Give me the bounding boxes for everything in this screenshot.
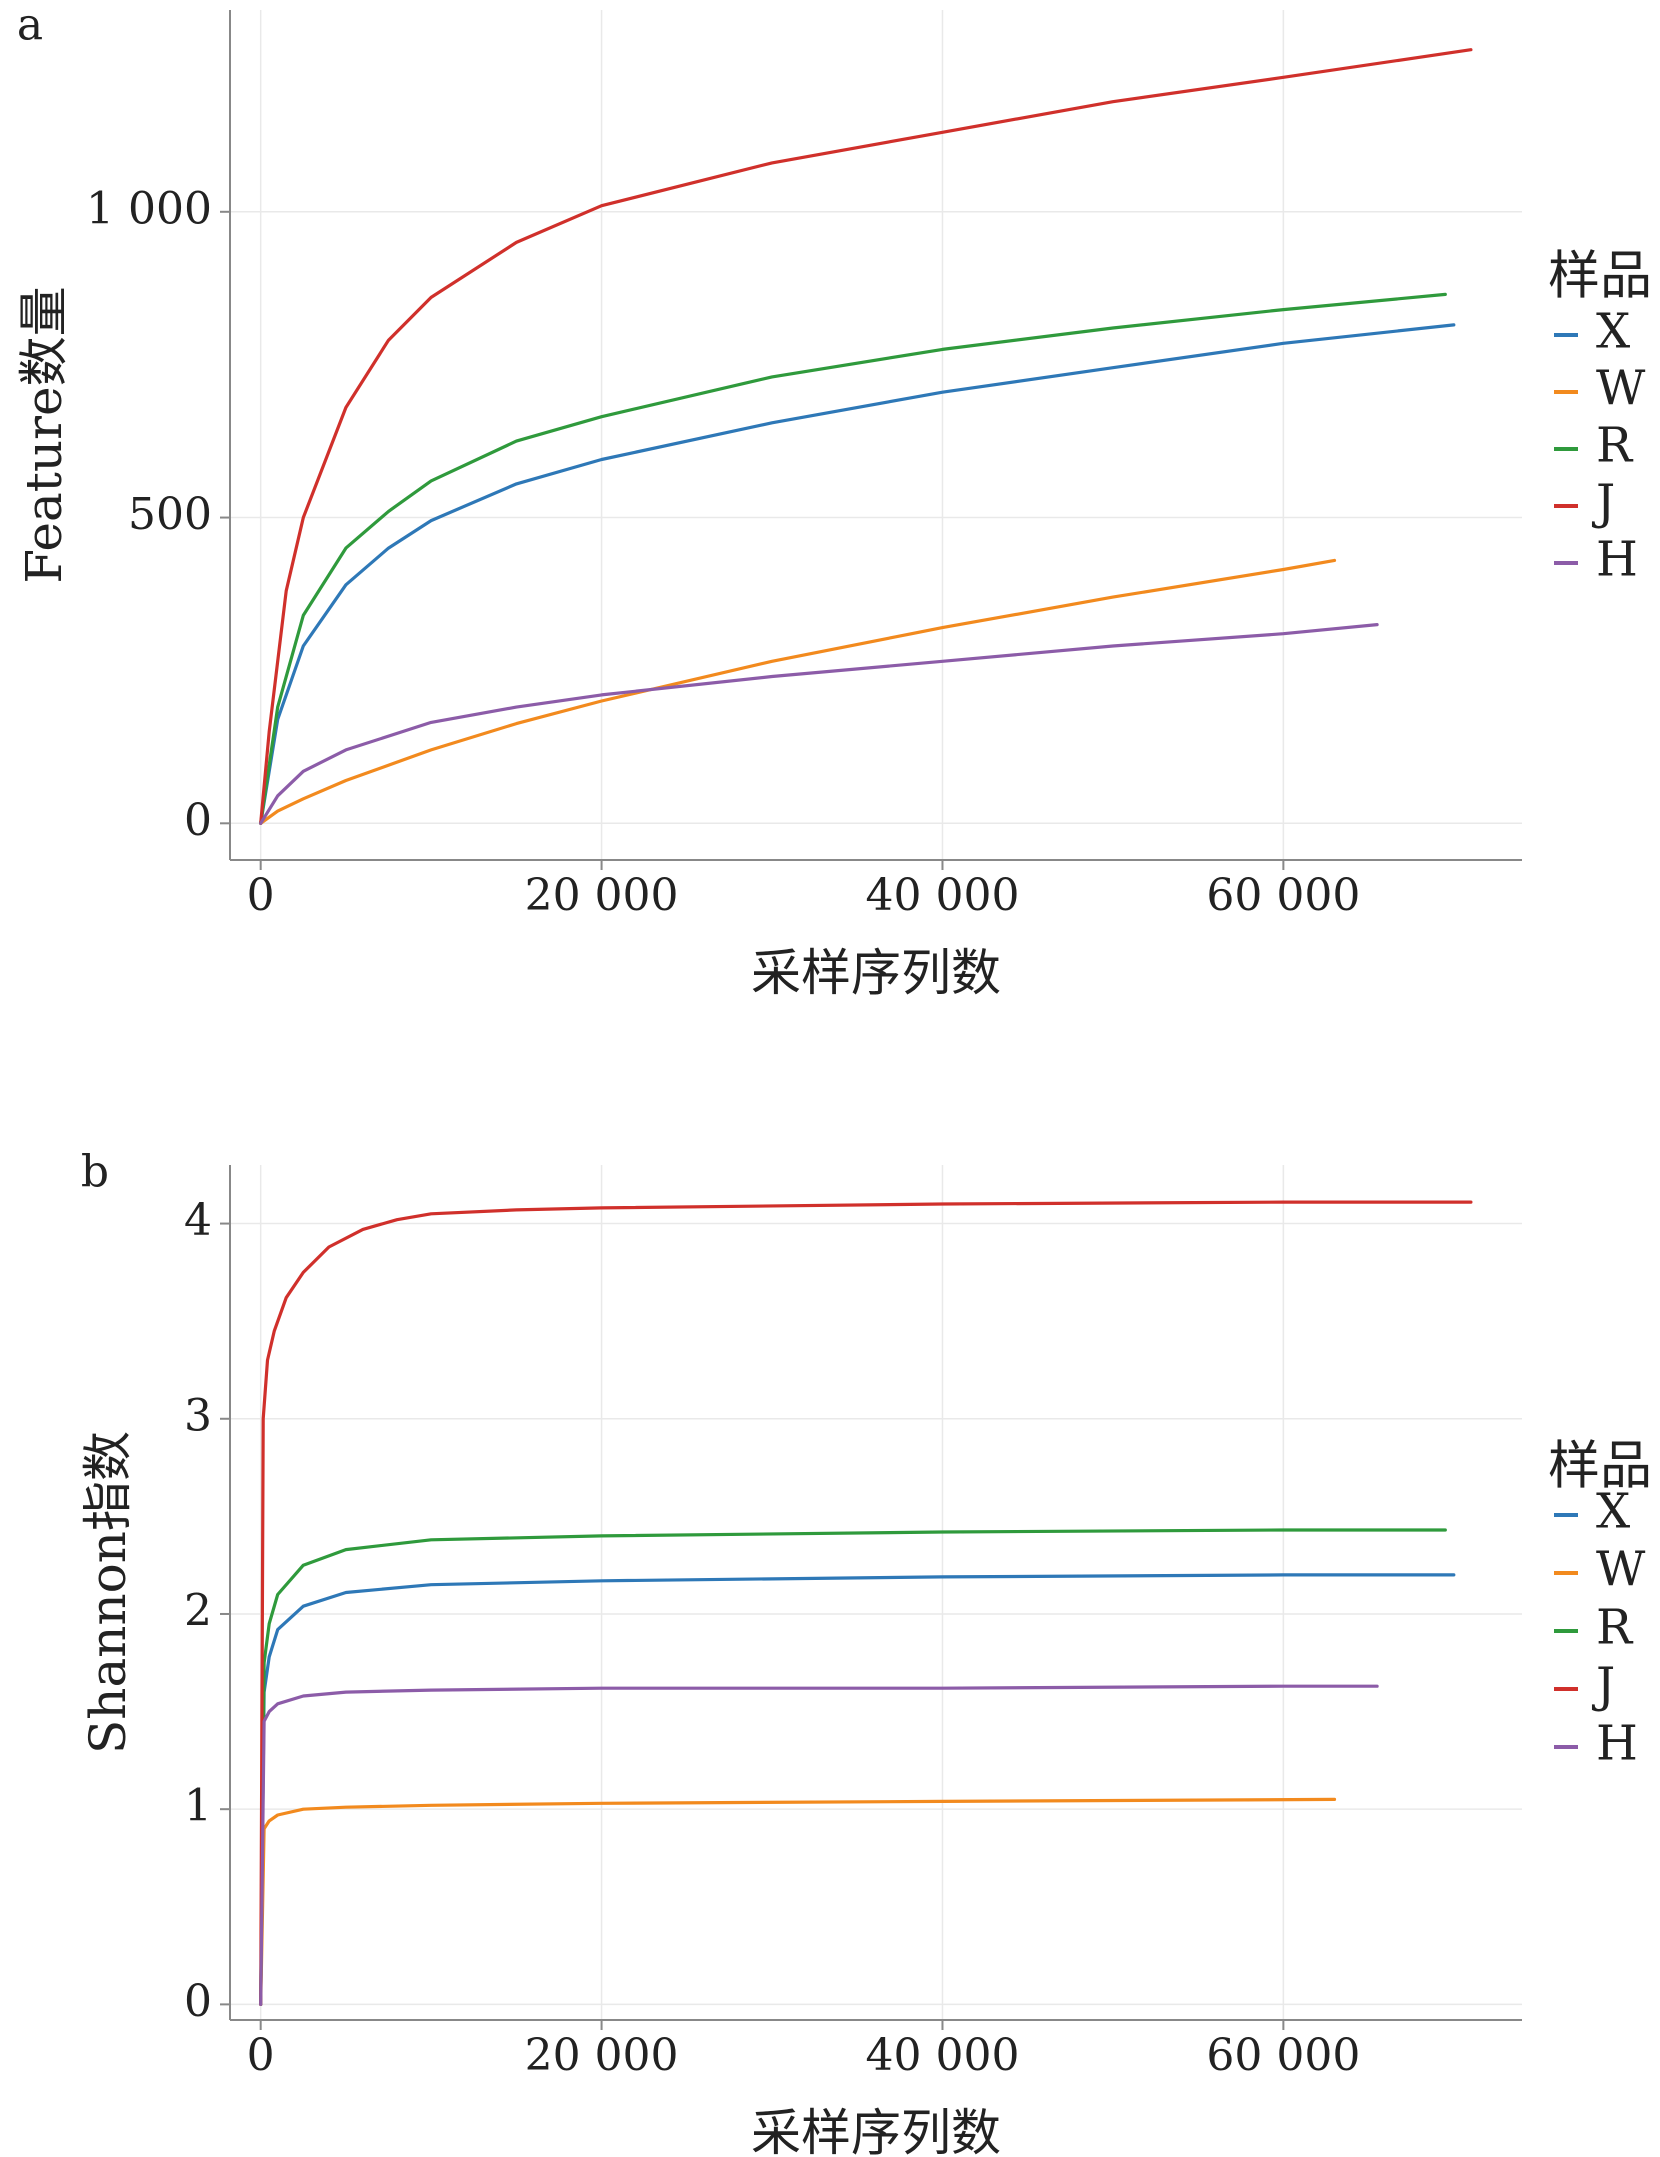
legend-label-W: W	[1596, 361, 1646, 417]
x-tick-label: 40 000	[865, 870, 1019, 921]
x-tick-label: 60 000	[1206, 870, 1360, 921]
series-line-H	[259, 1684, 1379, 2007]
y-tick-label: 0	[184, 1976, 212, 2027]
x-tick-label: 40 000	[865, 2030, 1019, 2081]
series-line-J	[259, 1200, 1473, 2007]
y-tick-label: 500	[128, 489, 212, 540]
legend-label-W: W	[1596, 1542, 1646, 1598]
y-tick-label: 1	[184, 1781, 212, 1832]
legend-label-H: H	[1596, 532, 1638, 588]
legend-label-R: R	[1596, 418, 1634, 474]
x-tick-label: 20 000	[525, 2030, 679, 2081]
legend-label-R: R	[1596, 1600, 1634, 1656]
gridlines	[230, 10, 1522, 860]
x-tick-label: 60 000	[1206, 2030, 1360, 2081]
chart-panel-b: b 0 20 000 40 000 60 000 0 1 2 3 4 采样序列数 Shannon指数 样…	[79, 1147, 1652, 2157]
legend-title: 样品	[1548, 1437, 1652, 1497]
series-line-W	[259, 1797, 1337, 2007]
y-tick-label: 4	[184, 1195, 212, 1246]
series-line-H	[259, 622, 1379, 825]
chart-panel-a: a 0 20 000 40 000 60 000 0 500 1 000 采样序列数 Featur…	[15, 0, 1652, 1002]
x-tick-label: 20 000	[525, 870, 679, 921]
legend-title: 样品	[1548, 247, 1652, 307]
y-tick-label: 3	[184, 1390, 212, 1441]
legend-label-H: H	[1596, 1716, 1638, 1772]
series-line-X	[259, 323, 1456, 825]
legend-label-J: J	[1591, 1658, 1615, 1714]
y-tick-label: 1 000	[86, 183, 212, 234]
y-axis-title: Feature数量	[15, 286, 73, 583]
panel-label: a	[17, 0, 43, 51]
legend-label-X: X	[1596, 304, 1630, 360]
legend-label-J: J	[1591, 475, 1615, 531]
series-lines	[259, 1200, 1473, 2007]
legend-label-X: X	[1596, 1484, 1630, 1540]
series-line-R	[259, 292, 1447, 825]
y-tick-label: 0	[184, 795, 212, 846]
series-line-J	[259, 48, 1473, 825]
series-line-W	[259, 558, 1337, 825]
x-tick-label: 0	[247, 870, 275, 921]
y-tick-label: 2	[184, 1585, 212, 1636]
x-axis-title: 采样序列数	[751, 944, 1001, 1002]
x-axis-title: 采样序列数	[751, 2104, 1001, 2157]
y-axis-title: Shannon指数	[79, 1431, 137, 1754]
x-tick-label: 0	[247, 2030, 275, 2081]
panel-label: b	[81, 1147, 109, 1198]
series-line-R	[259, 1528, 1447, 2007]
series-line-X	[259, 1573, 1456, 2007]
series-lines	[259, 48, 1473, 825]
gridlines	[230, 1165, 1522, 2020]
